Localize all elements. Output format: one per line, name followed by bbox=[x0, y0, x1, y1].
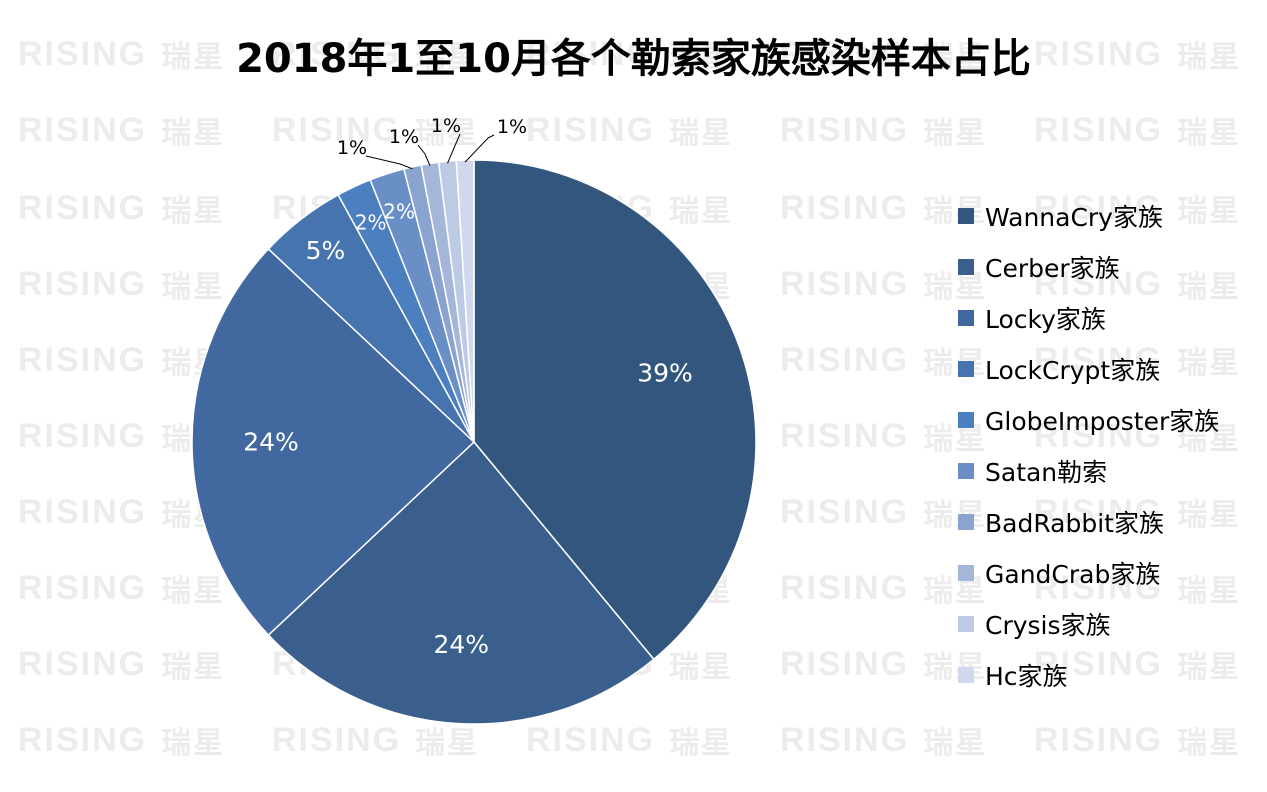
legend-swatch bbox=[958, 513, 974, 530]
legend-swatch bbox=[958, 258, 974, 275]
legend-label: LockCrypt家族 bbox=[985, 355, 1161, 385]
legend-swatch bbox=[958, 360, 974, 377]
chart-title: 2018年1至10月各个勒索家族感染样本占比 bbox=[236, 36, 1031, 82]
legend-swatch bbox=[958, 462, 974, 479]
pie-slice bbox=[473, 159, 757, 661]
legend-item: BadRabbit家族 bbox=[958, 496, 1219, 547]
pie-data-labels: 39% 24% 24% 5% 2%2% 1% 1% 1% 1% bbox=[243, 115, 693, 659]
legend-swatch bbox=[958, 666, 974, 683]
pie-data-label: 1% bbox=[337, 137, 367, 159]
label-leader-line bbox=[447, 133, 461, 164]
legend-swatch bbox=[958, 615, 974, 632]
legend-item: Hc家族 bbox=[958, 649, 1219, 700]
pie-slice bbox=[191, 247, 476, 637]
legend-item: WannaCry家族 bbox=[958, 190, 1219, 241]
pie-data-label: 24% bbox=[434, 630, 490, 659]
legend-label: Cerber家族 bbox=[985, 253, 1120, 283]
legend-swatch bbox=[958, 411, 974, 428]
pie-data-label: 2% bbox=[383, 199, 415, 223]
legend-label: Satan勒索 bbox=[985, 457, 1108, 487]
legend-label: GandCrab家族 bbox=[985, 559, 1161, 589]
chart-legend: WannaCry家族 Cerber家族 Locky家族 LockCrypt家族 Glob… bbox=[958, 190, 1219, 700]
label-leader-line bbox=[464, 134, 495, 163]
legend-label: WannaCry家族 bbox=[985, 202, 1163, 232]
label-leader-line bbox=[417, 144, 431, 166]
pie-data-label: 1% bbox=[497, 116, 527, 138]
pie-data-label: 5% bbox=[306, 236, 346, 265]
pie-data-label: 1% bbox=[431, 115, 461, 137]
legend-label: BadRabbit家族 bbox=[985, 508, 1164, 538]
pie-slices bbox=[191, 159, 757, 725]
legend-swatch bbox=[958, 207, 974, 224]
legend-item: Satan勒索 bbox=[958, 445, 1219, 496]
legend-swatch bbox=[958, 309, 974, 326]
pie-data-label: 24% bbox=[243, 428, 299, 457]
legend-item: GandCrab家族 bbox=[958, 547, 1219, 598]
pie-slice bbox=[267, 440, 655, 725]
legend-label: Crysis家族 bbox=[985, 610, 1111, 640]
pie-slice bbox=[455, 159, 475, 443]
label-leader-line bbox=[365, 155, 413, 170]
pie-data-label: 2% bbox=[355, 211, 387, 235]
legend-swatch bbox=[958, 564, 974, 581]
legend-item: GlobeImposter家族 bbox=[958, 394, 1219, 445]
pie-data-label: 39% bbox=[637, 359, 693, 388]
legend-label: Hc家族 bbox=[985, 661, 1068, 691]
pie-data-label: 1% bbox=[389, 126, 419, 148]
legend-item: Locky家族 bbox=[958, 292, 1219, 343]
label-leader-lines bbox=[365, 133, 495, 170]
legend-item: Crysis家族 bbox=[958, 598, 1219, 649]
legend-label: GlobeImposter家族 bbox=[985, 406, 1220, 436]
legend-item: LockCrypt家族 bbox=[958, 343, 1219, 394]
legend-item: Cerber家族 bbox=[958, 241, 1219, 292]
legend-label: Locky家族 bbox=[985, 304, 1106, 334]
